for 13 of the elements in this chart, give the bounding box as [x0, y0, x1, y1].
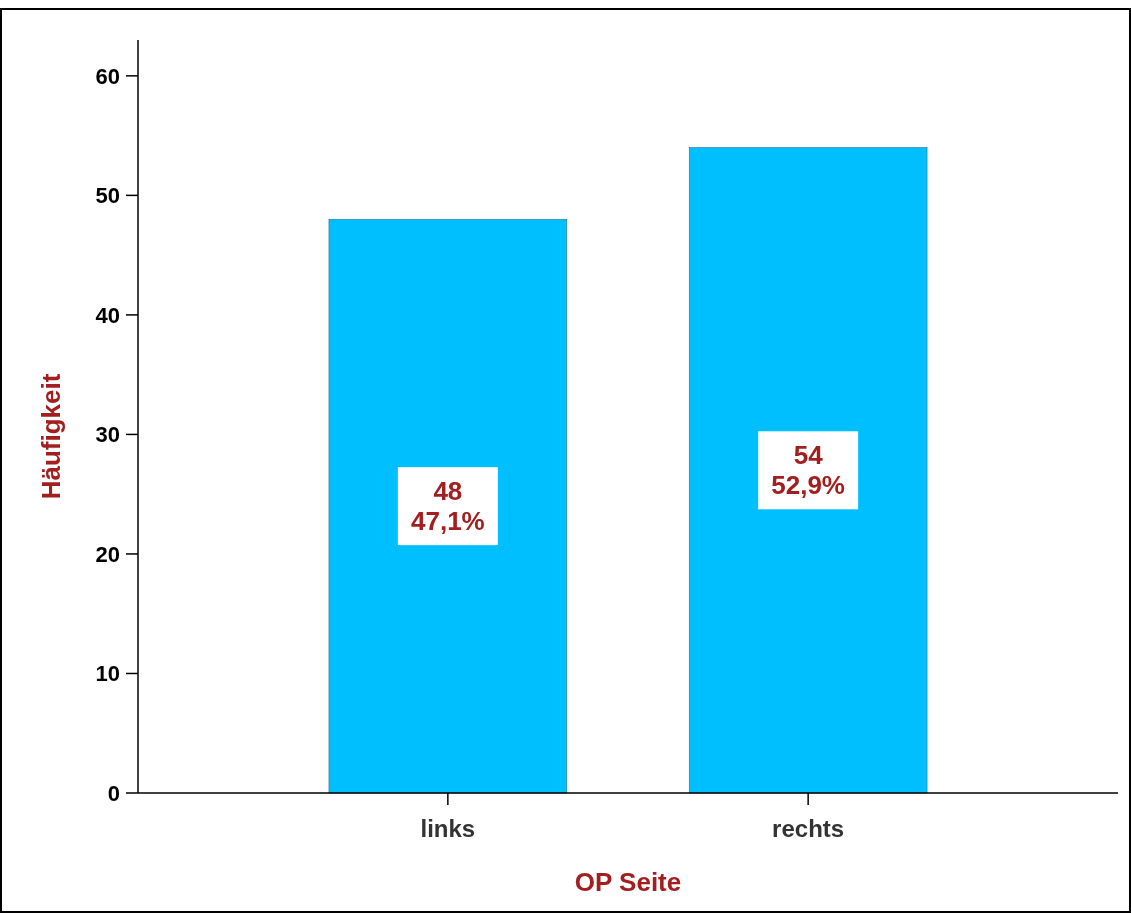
data-label: 48 47,1%: [410, 476, 485, 537]
y-tick-label: 30: [95, 422, 120, 448]
x-tick-label: rechts: [772, 815, 845, 842]
x-axis-title: OP Seite: [574, 867, 682, 897]
y-tick-label: 40: [95, 302, 120, 328]
y-tick-label: 60: [95, 63, 120, 89]
y-tick-label: 10: [95, 661, 120, 687]
y-tick-label: 50: [95, 183, 120, 209]
y-tick-label: 0: [107, 781, 120, 806]
x-tick-label: links: [420, 815, 476, 842]
y-tick-label: 20: [95, 541, 120, 567]
data-label: 54 52,9%: [771, 440, 846, 501]
y-axis-title: Häufigkeit: [36, 373, 66, 500]
